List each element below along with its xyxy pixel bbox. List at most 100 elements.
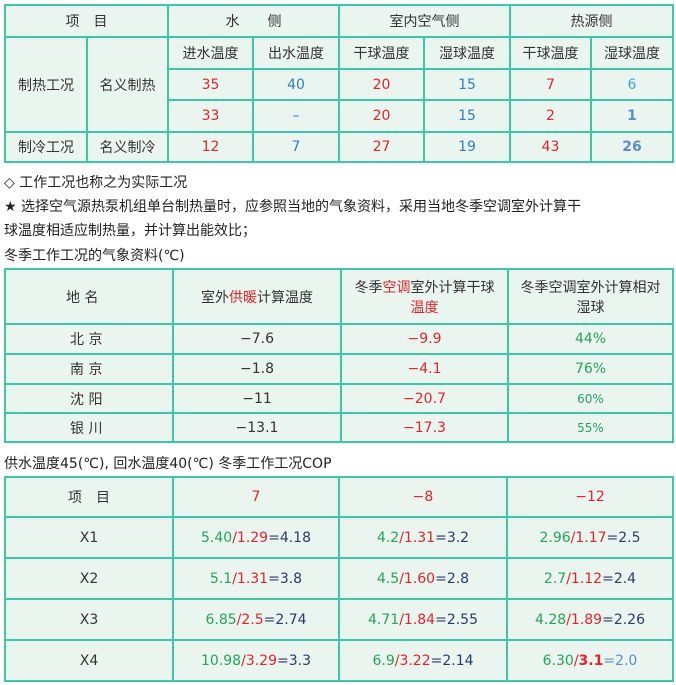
table-row: X4 10.98/3.29=3.3 6.9/3.22=2.14 6.30/3.1=2.… [4,639,674,682]
cop-value: 3.3 [288,652,311,669]
heat-output: 4.5 [376,570,400,587]
power-input: 3.1 [578,652,604,669]
city: 沈 阳 [4,383,174,414]
heat-output: 4.71 [368,611,400,628]
cell: 76% [507,353,674,385]
subheader: 湿球温度 [423,36,511,70]
subheader: 干球温度 [338,36,425,70]
cop-cell: 2.96/1.17=2.5 [506,516,674,559]
power-input: 1.17 [575,529,607,546]
cell: 43 [509,131,592,163]
cop-value: 2.4 [613,570,637,587]
heat-output: 6.9 [372,652,395,669]
cell: 20 [338,68,425,101]
cell: 15 [423,68,511,101]
power-input: 1.60 [403,570,436,587]
nominal-cooling-label: 名义制冷 [86,131,169,163]
cell: −7.6 [172,323,342,355]
cop-cell: 5.1/1.31=3.8 [172,557,340,600]
model-name: X3 [4,598,174,641]
model-name: X2 [4,557,174,600]
power-input: 1.31 [403,529,436,546]
cop-cell: 6.9/3.22=2.14 [338,639,508,682]
cop-value: 2.26 [613,611,645,628]
cop-cell: 2.7/1.12=2.4 [506,557,674,600]
cell: −11 [172,383,342,414]
header-indoor-air-side: 室内空气侧 [338,4,511,38]
cop-value: 3.8 [279,570,303,587]
city: 南 京 [4,353,174,385]
cell: 1 [590,99,674,133]
cell: −13.1 [172,412,342,443]
cell: 55% [507,412,674,443]
header-item: 项 目 [4,4,169,38]
cell: 35 [167,68,254,101]
note-line: ◇ 工作工况也称之为实际工况 [4,175,188,191]
cell: 26 [590,131,674,163]
cell: −4.1 [340,353,509,385]
heat-output: 10.98 [201,652,242,669]
city: 银 川 [4,412,174,443]
cell: 27 [338,131,425,163]
cop-value: 2.5 [618,529,641,546]
header-temp: 7 [172,476,340,518]
cell: 19 [423,131,511,163]
header-temp: −8 [338,476,508,518]
cell: 20 [338,99,425,133]
heat-output: 2.96 [539,529,571,546]
note-line: 球温度相适应制热量，并计算出能效比； [4,223,256,239]
header-heating-temp: 室外供暖计算温度 [172,268,342,325]
cell: 12 [167,131,254,163]
cell: 2 [509,99,592,133]
cop-value: 2.0 [615,652,638,669]
cop-cell: 4.2/1.31=3.2 [338,516,508,559]
cell: −1.8 [172,353,342,385]
heat-output: 5.40 [201,529,233,546]
cop-cell: 6.85/2.5=2.74 [172,598,340,641]
cop-value: 2.14 [442,652,474,669]
cell: 7 [252,131,340,163]
power-input: 3.22 [399,652,431,669]
cell: 33 [167,99,254,133]
cell: 40 [252,68,340,101]
cop-value: 2.8 [446,570,470,587]
heat-output: 4.2 [376,529,400,546]
power-input: 2.5 [241,611,264,628]
header-heat-source-side: 热源侧 [509,4,674,38]
cooling-label: 制冷工况 [4,131,88,163]
heat-output: 5.1 [209,570,233,587]
header-dry-bulb: 冬季空调室外计算干球温度 [340,268,509,325]
subheader: 进水温度 [167,36,254,70]
heat-output: 2.7 [543,570,567,587]
cop-cell: 4.28/1.89=2.26 [506,598,674,641]
power-input: 1.29 [236,529,269,546]
heat-output: 6.30 [542,652,574,669]
model-name: X4 [4,639,174,682]
model-name: X1 [4,516,174,559]
city: 北 京 [4,323,174,355]
cop-cell: 4.71/1.84=2.55 [338,598,508,641]
cop-value: 3.2 [446,529,470,546]
power-input: 1.31 [236,570,269,587]
table3-caption: 供水温度45(℃), 回水温度40(℃) 冬季工作工况COP [4,456,332,472]
cell: −9.9 [340,323,509,355]
cop-cell: 10.98/3.29=3.3 [172,639,340,682]
table-row: X2 5.1/1.31=3.8 4.5/1.60=2.8 2.7/1.12=2.4 [4,557,674,600]
winter-climate-table: 地 名 室外供暖计算温度 冬季空调室外计算干球温度 冬季空调室外计算相对湿球 北… [4,268,674,443]
header-temp: −12 [506,476,674,518]
cop-value: 4.18 [279,529,311,546]
nominal-heating-label: 名义制热 [86,36,169,133]
header-item: 项 目 [4,476,174,518]
table-row: X3 6.85/2.5=2.74 4.71/1.84=2.55 4.28/1.89=2… [4,598,674,641]
header-water-side: 水 侧 [167,4,340,38]
power-input: 1.89 [570,611,603,628]
cell: 60% [507,383,674,414]
cop-value: 2.74 [275,611,307,628]
subheader: 出水温度 [252,36,340,70]
cell: – [252,99,340,133]
rated-conditions-table: 项 目 水 侧 室内空气侧 热源侧 制热工况 名义制热 进水温度 出水温度 干球… [4,4,674,163]
header-place: 地 名 [4,268,174,325]
table-row: X1 5.40/1.29=4.18 4.2/1.31=3.2 2.96/1.17=2.… [4,516,674,559]
power-input: 3.29 [245,652,277,669]
subheader: 干球温度 [509,36,592,70]
